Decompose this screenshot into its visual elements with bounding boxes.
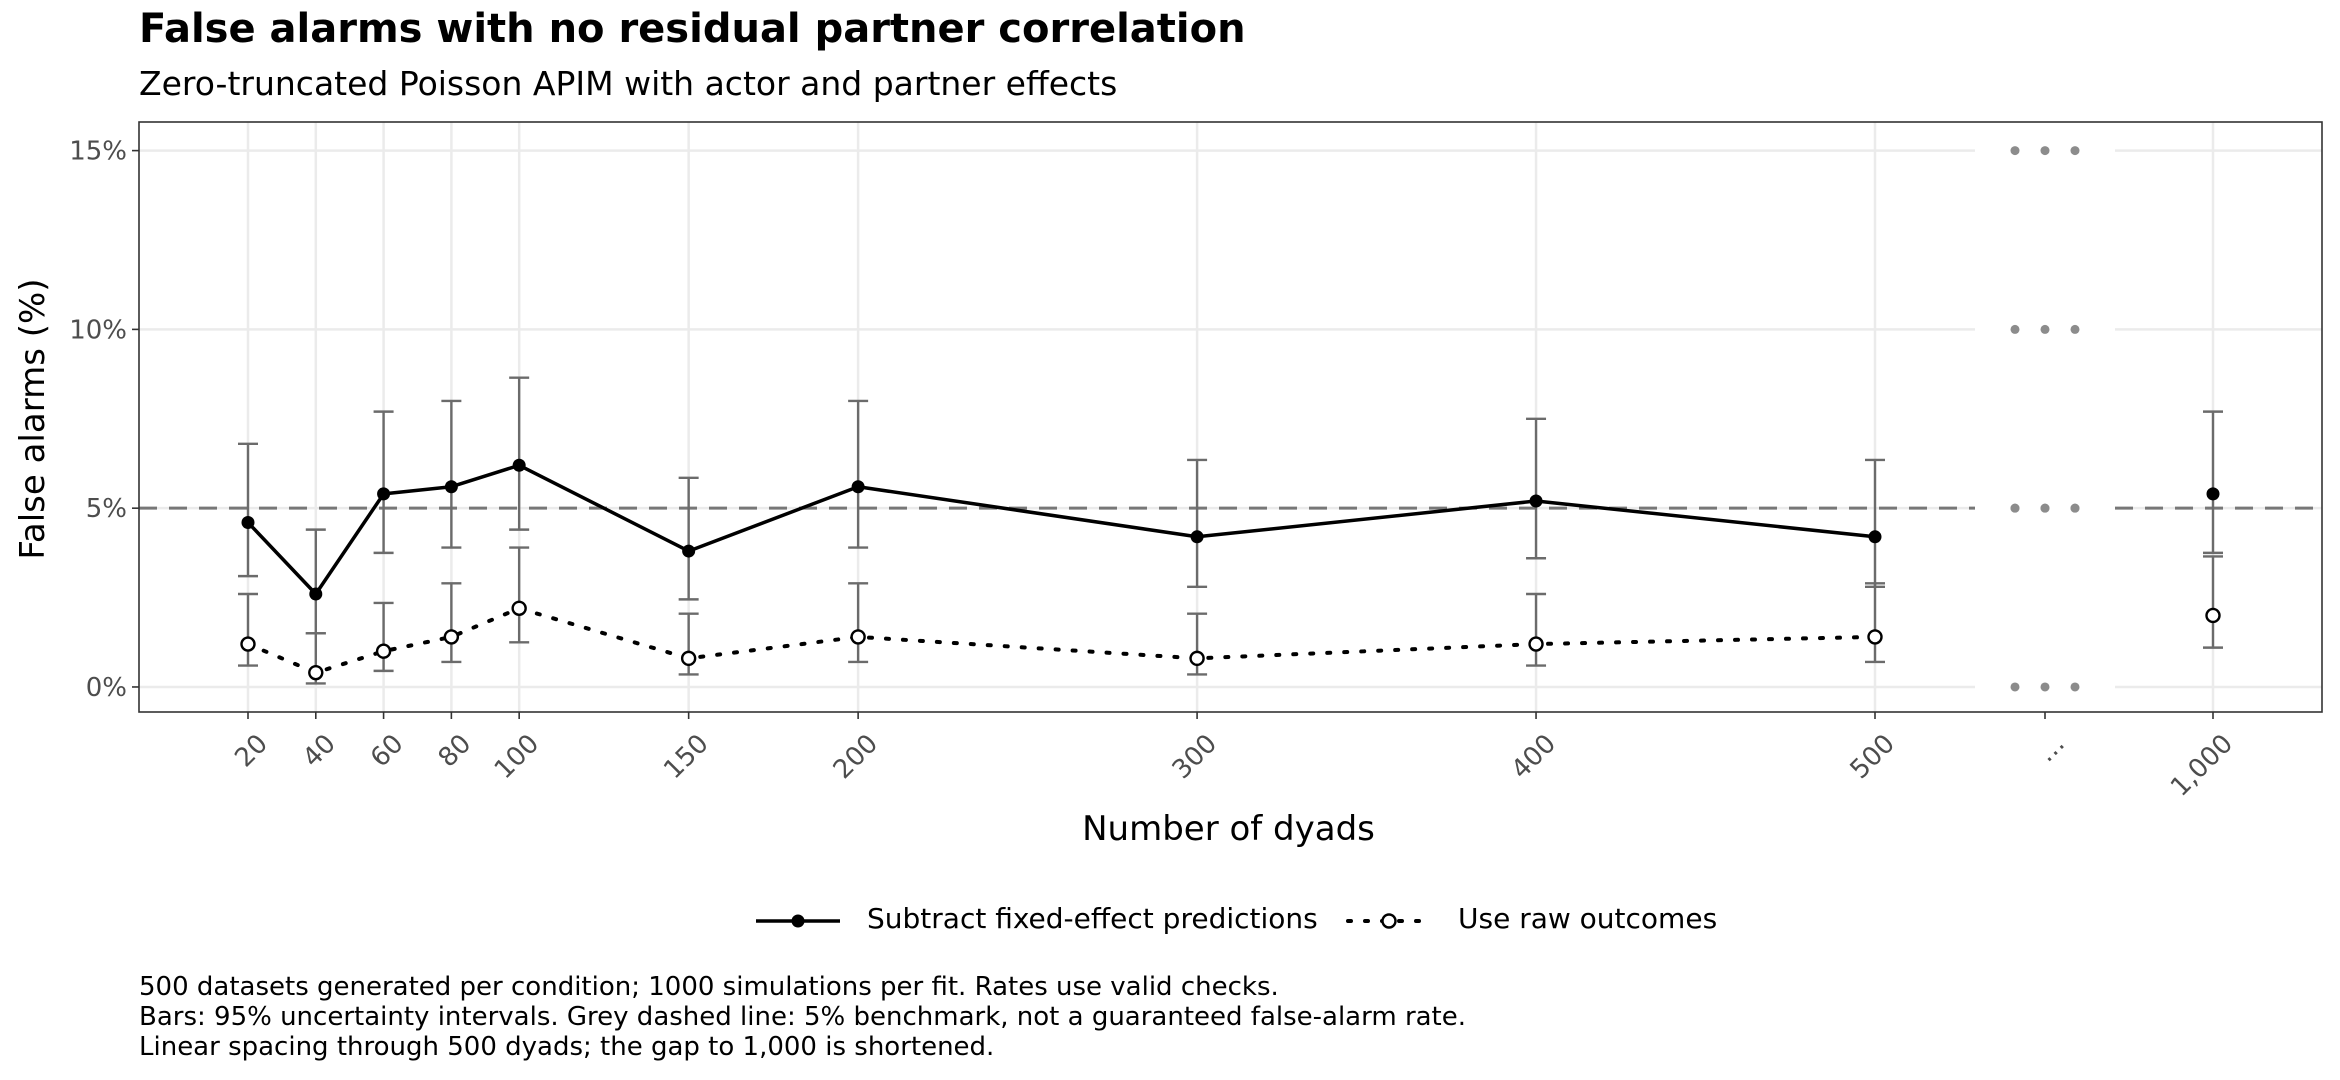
- y-axis-title: False alarms (%): [13, 278, 53, 559]
- chart-caption: 500 datasets generated per condition; 10…: [139, 972, 1466, 1062]
- caption-line-3: Linear spacing through 500 dyads; the ga…: [139, 1032, 995, 1062]
- legend-label-raw: Use raw outcomes: [1458, 902, 1718, 935]
- point-subtract: [682, 544, 696, 558]
- y-tick-label: 0%: [86, 673, 127, 703]
- plot-border: [138, 121, 2323, 713]
- point-raw: [1867, 629, 1883, 645]
- point-raw: [375, 643, 392, 659]
- legend-key-subtract-point: [791, 914, 805, 928]
- plot-panel: [139, 122, 2322, 712]
- point-subtract: [1868, 530, 1882, 544]
- point-subtract: [512, 458, 526, 472]
- break-dot: [2070, 503, 2080, 513]
- y-tick-label: 15%: [69, 137, 127, 167]
- point-raw: [2205, 607, 2221, 624]
- x-axis-title: Number of dyads: [1082, 809, 1375, 849]
- point-raw: [1528, 636, 1544, 652]
- x-tick-label: …: [2031, 729, 2071, 769]
- point-subtract: [377, 487, 391, 501]
- point-raw: [511, 600, 527, 617]
- break-dot: [2010, 324, 2020, 334]
- caption-line-1: 500 datasets generated per condition; 10…: [139, 972, 1279, 1002]
- legend-label-subtract: Subtract fixed-effect predictions: [867, 902, 1318, 935]
- chart-legend: Subtract fixed-effect predictions Use ra…: [0, 900, 2340, 942]
- break-dot: [2010, 503, 2020, 513]
- chart-subtitle: Zero-truncated Poisson APIM with actor a…: [139, 64, 1118, 103]
- point-raw: [680, 650, 697, 667]
- break-dot: [2070, 682, 2080, 692]
- chart-plot: 0% 5% 10% 15% 20 40 60 80 100 150 200 300 400 500 … 1,0…: [13, 121, 2323, 849]
- x-tick-label: 100: [489, 729, 545, 785]
- point-subtract: [309, 587, 323, 601]
- caption-line-2: Bars: 95% uncertainty intervals. Grey da…: [139, 1002, 1467, 1032]
- x-tick-label: 1,000: [2165, 729, 2239, 803]
- break-dot: [2040, 324, 2050, 334]
- point-raw: [240, 636, 256, 652]
- x-tick-label: 150: [658, 729, 714, 785]
- series-line-raw: [246, 606, 1877, 675]
- legend-key-raw-point: [1381, 913, 1397, 929]
- point-subtract: [1529, 494, 1543, 508]
- x-tick-label: 80: [433, 729, 478, 774]
- x-tick-label: 400: [1506, 729, 1562, 785]
- x-tick-label: 20: [229, 729, 274, 774]
- y-tick-label: 10%: [69, 315, 127, 345]
- chart-title: False alarms with no residual partner co…: [139, 6, 1246, 52]
- break-dot: [2010, 682, 2020, 692]
- x-tick-label: 200: [828, 729, 884, 785]
- x-tick-label: 40: [297, 729, 342, 774]
- break-dot: [2010, 146, 2020, 156]
- x-tick-label: 300: [1167, 729, 1223, 785]
- break-dot: [2070, 324, 2080, 334]
- point-subtract: [851, 480, 865, 494]
- series-line-subtract: [246, 463, 1877, 596]
- x-tick-label: 60: [365, 729, 410, 774]
- point-subtract: [444, 480, 458, 494]
- point-subtract: [2206, 487, 2220, 501]
- point-subtract: [1190, 530, 1204, 544]
- point-subtract: [241, 515, 255, 529]
- x-tick-label: 500: [1845, 729, 1901, 785]
- point-raw: [308, 664, 324, 681]
- point-raw: [1189, 650, 1205, 667]
- break-dot: [2040, 682, 2050, 692]
- break-dot: [2070, 146, 2080, 156]
- point-raw: [443, 629, 460, 645]
- break-dot: [2040, 503, 2050, 513]
- point-raw: [850, 629, 866, 645]
- legend-keys: [756, 913, 1432, 929]
- y-tick-label: 5%: [86, 494, 127, 524]
- break-dot: [2040, 146, 2050, 156]
